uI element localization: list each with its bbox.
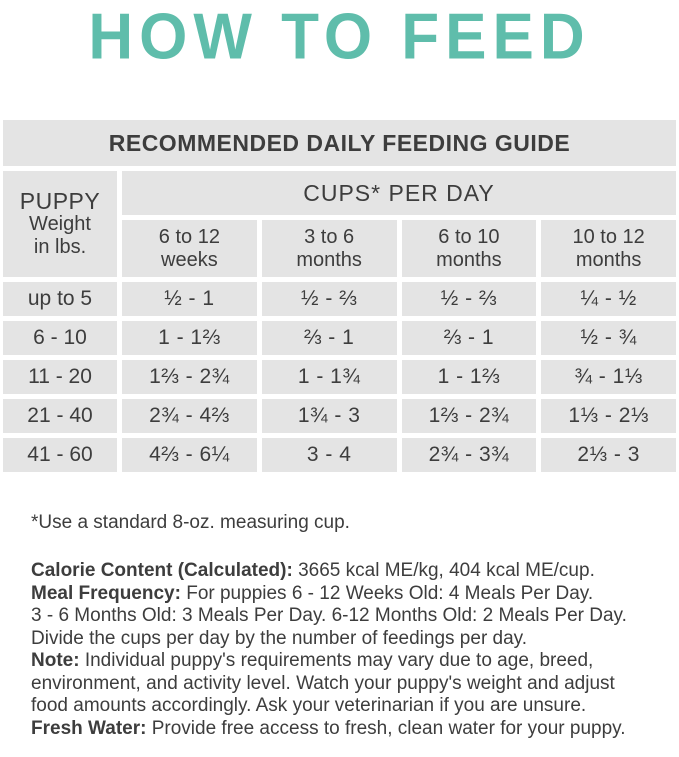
age-header-top: 3 to 6 xyxy=(304,225,355,248)
note-bold-label: Calorie Content (Calculated): xyxy=(31,560,293,581)
age-header-top: 6 to 10 xyxy=(438,225,500,248)
table-cell: ¾ - 1⅓ xyxy=(541,360,676,394)
note-text: 3 - 6 Months Old: 3 Meals Per Day. 6-12 … xyxy=(31,605,627,626)
table-cell: ½ - ⅔ xyxy=(261,282,397,316)
feeding-notes: Calorie Content (Calculated): 3665 kcal … xyxy=(31,560,648,740)
table-cell: 1 - 1¾ xyxy=(261,360,397,394)
note-line: 3 - 6 Months Old: 3 Meals Per Day. 6-12 … xyxy=(31,605,648,628)
age-column-header-10-12-months: 10 to 12 months xyxy=(541,220,676,277)
table-cell: 1⅓ - 2⅓ xyxy=(541,399,676,433)
weight-header-line2: Weight xyxy=(29,212,91,235)
note-line-calorie-content: Calorie Content (Calculated): 3665 kcal … xyxy=(31,560,648,583)
table-cell: 1 - 1⅔ xyxy=(122,321,257,355)
note-line-note: Note: Individual puppy's requirements ma… xyxy=(31,650,648,673)
table-cell: 2¾ - 3¾ xyxy=(401,438,537,472)
note-line: Divide the cups per day by the number of… xyxy=(31,628,648,651)
age-header-bottom: weeks xyxy=(161,248,218,271)
table-row-weight: 41 - 60 xyxy=(3,438,117,472)
page-title: HOW TO FEED xyxy=(88,0,591,74)
table-cell: 2¾ - 4⅔ xyxy=(122,399,257,433)
note-line-meal-frequency: Meal Frequency: For puppies 6 - 12 Weeks… xyxy=(31,583,648,606)
table-cell: 3 - 4 xyxy=(261,438,397,472)
note-text: For puppies 6 - 12 Weeks Old: 4 Meals Pe… xyxy=(180,582,594,604)
table-cell: ½ - ¾ xyxy=(541,321,676,355)
table-cell: ¼ - ½ xyxy=(541,282,676,316)
age-header-bottom: months xyxy=(436,248,502,271)
table-cell: 1 - 1⅔ xyxy=(401,360,537,394)
note-bold-label: Fresh Water: xyxy=(31,717,147,739)
note-text: environment, and activity level. Watch y… xyxy=(31,672,615,694)
note-text: Individual puppy's requirements may vary… xyxy=(79,650,594,671)
note-line: food amounts accordingly. Ask your veter… xyxy=(31,695,648,718)
table-row-weight: up to 5 xyxy=(3,282,117,316)
weight-column-header: PUPPY Weight in lbs. xyxy=(3,171,117,277)
age-column-header-6-10-months: 6 to 10 months xyxy=(401,220,537,277)
age-header-top: 6 to 12 xyxy=(158,225,220,248)
note-bold-label: Meal Frequency: xyxy=(31,582,181,604)
table-cell: 4⅔ - 6¼ xyxy=(122,438,257,472)
feeding-guide-table: RECOMMENDED DAILY FEEDING GUIDE PUPPY We… xyxy=(3,120,676,472)
age-header-top: 10 to 12 xyxy=(572,225,645,248)
table-cell: ⅔ - 1 xyxy=(261,321,397,355)
table-band-title: RECOMMENDED DAILY FEEDING GUIDE xyxy=(3,120,676,166)
measuring-cup-footnote: *Use a standard 8-oz. measuring cup. xyxy=(31,512,350,533)
cups-per-day-header: CUPS* PER DAY xyxy=(122,171,676,215)
weight-header-line1: PUPPY xyxy=(19,187,101,214)
table-row-weight: 21 - 40 xyxy=(3,399,117,433)
note-bold-label: Note: xyxy=(31,650,80,671)
weight-header-line3: in lbs. xyxy=(33,235,87,258)
age-header-bottom: months xyxy=(296,248,362,271)
table-cell: 1¾ - 3 xyxy=(261,399,397,433)
note-line-fresh-water: Fresh Water: Provide free access to fres… xyxy=(31,718,648,741)
note-text: 3665 kcal ME/kg, 404 kcal ME/cup. xyxy=(292,560,595,581)
table-row-weight: 6 - 10 xyxy=(3,321,117,355)
age-column-header-3-6-months: 3 to 6 months xyxy=(261,220,397,277)
age-column-header-6-12-weeks: 6 to 12 weeks xyxy=(122,220,257,277)
note-text: Provide free access to fresh, clean wate… xyxy=(146,717,626,739)
note-text: Divide the cups per day by the number of… xyxy=(31,627,528,649)
note-text: food amounts accordingly. Ask your veter… xyxy=(31,695,587,716)
age-header-bottom: months xyxy=(575,248,642,271)
table-cell: 2⅓ - 3 xyxy=(541,438,676,472)
note-line: environment, and activity level. Watch y… xyxy=(31,673,648,696)
table-cell: ½ - ⅔ xyxy=(401,282,537,316)
table-cell: ⅔ - 1 xyxy=(401,321,537,355)
table-cell: 1⅔ - 2¾ xyxy=(122,360,257,394)
table-cell: 1⅔ - 2¾ xyxy=(401,399,537,433)
table-row-weight: 11 - 20 xyxy=(3,360,117,394)
table-cell: ½ - 1 xyxy=(122,282,257,316)
